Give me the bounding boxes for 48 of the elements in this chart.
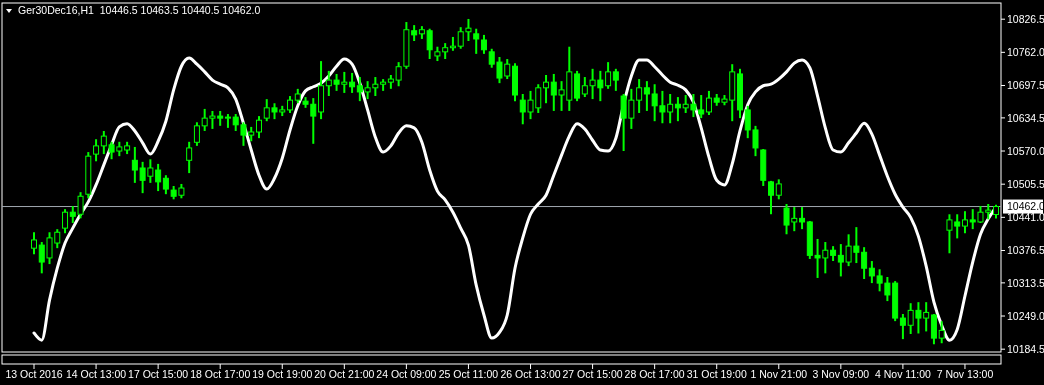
- candlestick: [961, 211, 968, 234]
- candlestick: [93, 139, 100, 162]
- y-tick-label: 10762.0: [1007, 46, 1044, 59]
- y-tick-label: 10249.0: [1007, 309, 1044, 322]
- x-tick-label: 3 Nov 09:00: [812, 368, 870, 380]
- x-tick-label: 27 Oct 15:00: [562, 368, 623, 380]
- candlestick: [899, 313, 906, 340]
- y-tick-label: 10184.5: [1007, 342, 1044, 355]
- candlestick: [186, 141, 193, 174]
- x-tick-label: 14 Oct 13:00: [66, 368, 127, 380]
- candlestick: [674, 97, 681, 122]
- candlestick: [938, 321, 945, 344]
- candlestick: [768, 180, 775, 215]
- candlestick: [799, 207, 806, 230]
- candlestick: [426, 28, 433, 59]
- y-tick-label: 10697.5: [1007, 79, 1044, 92]
- x-tick-label: 1 Nov 21:00: [750, 368, 808, 380]
- x-tick-label: 31 Oct 19:00: [686, 368, 747, 380]
- candlestick: [930, 313, 937, 345]
- x-tick-label: 28 Oct 17:00: [624, 368, 685, 380]
- x-tick-label: 7 Nov 13:00: [936, 368, 994, 380]
- candlestick: [62, 209, 69, 234]
- x-tick-label: 13 Oct 2016: [5, 368, 63, 380]
- y-tick-label: 10441.0: [1007, 211, 1044, 224]
- x-tick-label: 20 Oct 21:00: [314, 368, 375, 380]
- x-tick-label: 19 Oct 19:00: [252, 368, 313, 380]
- candlestick: [193, 122, 200, 146]
- candlestick: [705, 90, 712, 116]
- candlestick: [605, 62, 612, 89]
- chart-title: Ger30Dec16,H1 10446.5 10463.5 10440.5 10462.0: [18, 4, 261, 16]
- y-tick-label: 10505.5: [1007, 177, 1044, 190]
- y-tick-label: 10313.5: [1007, 276, 1044, 289]
- y-tick-label: 10634.5: [1007, 111, 1044, 124]
- y-tick-label: 10570.0: [1007, 144, 1044, 157]
- candlestick: [255, 116, 262, 139]
- x-tick-label: 26 Oct 13:00: [500, 368, 561, 380]
- y-tick-label: 10376.5: [1007, 244, 1044, 257]
- candlestick: [473, 28, 480, 54]
- candlestick: [31, 232, 37, 255]
- x-tick-label: 25 Oct 11:00: [438, 368, 499, 380]
- x-tick-label: 4 Nov 11:00: [874, 368, 931, 380]
- x-tick-label: 18 Oct 17:00: [190, 368, 251, 380]
- x-tick-label: 17 Oct 15:00: [128, 368, 189, 380]
- candlestick: [224, 114, 231, 128]
- x-tick-label: 24 Oct 09:00: [376, 368, 437, 380]
- candlestick: [612, 68, 619, 91]
- candlestick: [543, 74, 550, 104]
- y-tick-label: 10826.5: [1007, 12, 1044, 25]
